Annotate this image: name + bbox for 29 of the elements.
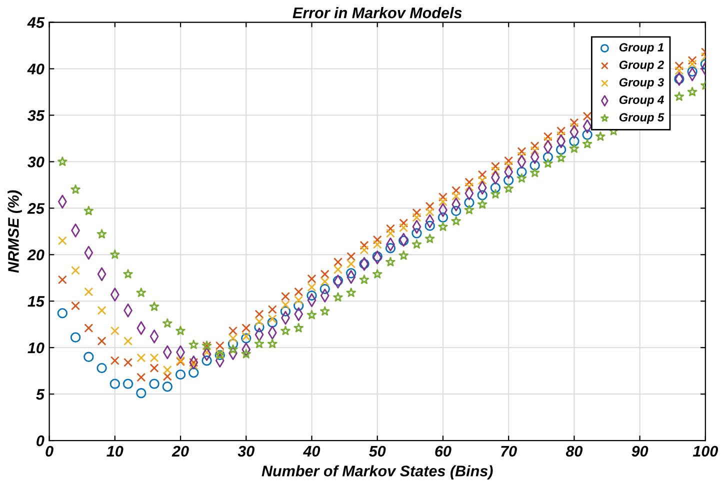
y-tick-label: 40 xyxy=(27,64,44,74)
y-tick-label: 10 xyxy=(28,342,44,354)
y-tick-label: 45 xyxy=(27,17,45,28)
y-tick-label: 15 xyxy=(28,296,45,307)
x-tick-label: 100 xyxy=(692,446,718,457)
x-tick-label: 40 xyxy=(303,446,320,457)
y-tick-label: 35 xyxy=(28,110,45,121)
legend-label: Group 1 xyxy=(619,43,664,54)
legend-label: Group 3 xyxy=(619,78,664,89)
x-tick-label: 90 xyxy=(632,446,648,457)
x-tick-label: 60 xyxy=(435,446,452,457)
x-tick-label: 10 xyxy=(106,446,124,457)
y-tick-label: 5 xyxy=(36,389,45,400)
x-tick-label: 20 xyxy=(172,446,189,457)
chart-title: Error in Markov Models xyxy=(292,7,462,18)
y-tick-label: 30 xyxy=(28,156,44,168)
y-tick-label: 20 xyxy=(27,250,44,260)
legend-label: Group 4 xyxy=(619,96,664,106)
y-tick-label: 0 xyxy=(36,435,44,446)
x-tick-label: 70 xyxy=(501,446,517,457)
y-axis-title: NRMSE (%) xyxy=(8,190,22,273)
y-tick-label: 25 xyxy=(27,203,45,214)
x-axis-title: Number of Markov States (Bins) xyxy=(262,465,493,480)
legend-label: Group 5 xyxy=(619,113,664,124)
x-tick-label: 80 xyxy=(566,446,583,457)
x-tick-label: 30 xyxy=(238,446,254,457)
x-tick-label: 50 xyxy=(369,446,386,457)
legend-label: Group 2 xyxy=(619,60,664,72)
x-tick-label: 0 xyxy=(46,446,54,457)
